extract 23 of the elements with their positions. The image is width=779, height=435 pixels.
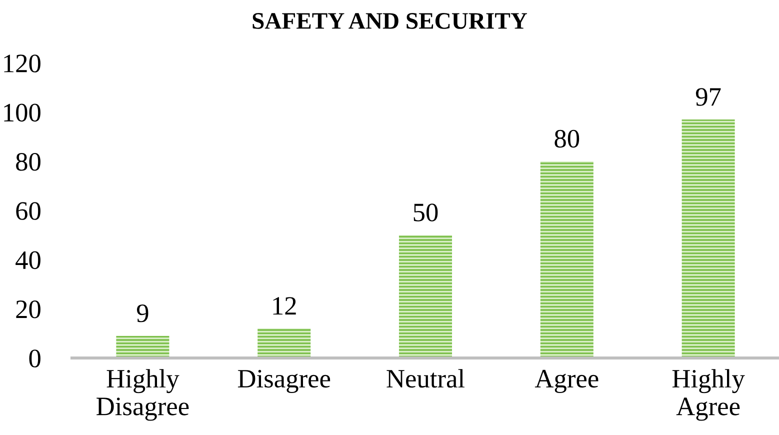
- y-tick-label: 120: [4, 54, 40, 72]
- y-tick-label: 40: [16, 251, 40, 270]
- y-tick-label: 100: [4, 104, 40, 122]
- data-label: 9: [136, 304, 148, 322]
- y-tick-label: 80: [16, 152, 40, 171]
- x-tick-label: Neutral: [386, 369, 465, 388]
- y-tick-label: 60: [16, 202, 40, 220]
- x-tick-label: Highly Agree: [672, 369, 745, 421]
- data-label: 80: [554, 130, 580, 148]
- bar: [540, 161, 594, 358]
- data-label: 97: [696, 88, 721, 106]
- y-tick-label: 20: [16, 300, 40, 318]
- data-label: 12: [273, 297, 296, 315]
- bar: [258, 328, 311, 358]
- y-tick-label: 0: [29, 350, 40, 368]
- x-tick-label: Disagree: [238, 370, 330, 394]
- bar: [682, 120, 735, 358]
- bar: [398, 235, 452, 358]
- x-tick-label: Highly Disagree: [96, 369, 189, 421]
- x-tick-label: Agree: [534, 370, 598, 394]
- data-label: 50: [414, 204, 438, 222]
- chart-title: SAFETY AND SECURITY: [252, 13, 528, 29]
- bar: [116, 336, 170, 358]
